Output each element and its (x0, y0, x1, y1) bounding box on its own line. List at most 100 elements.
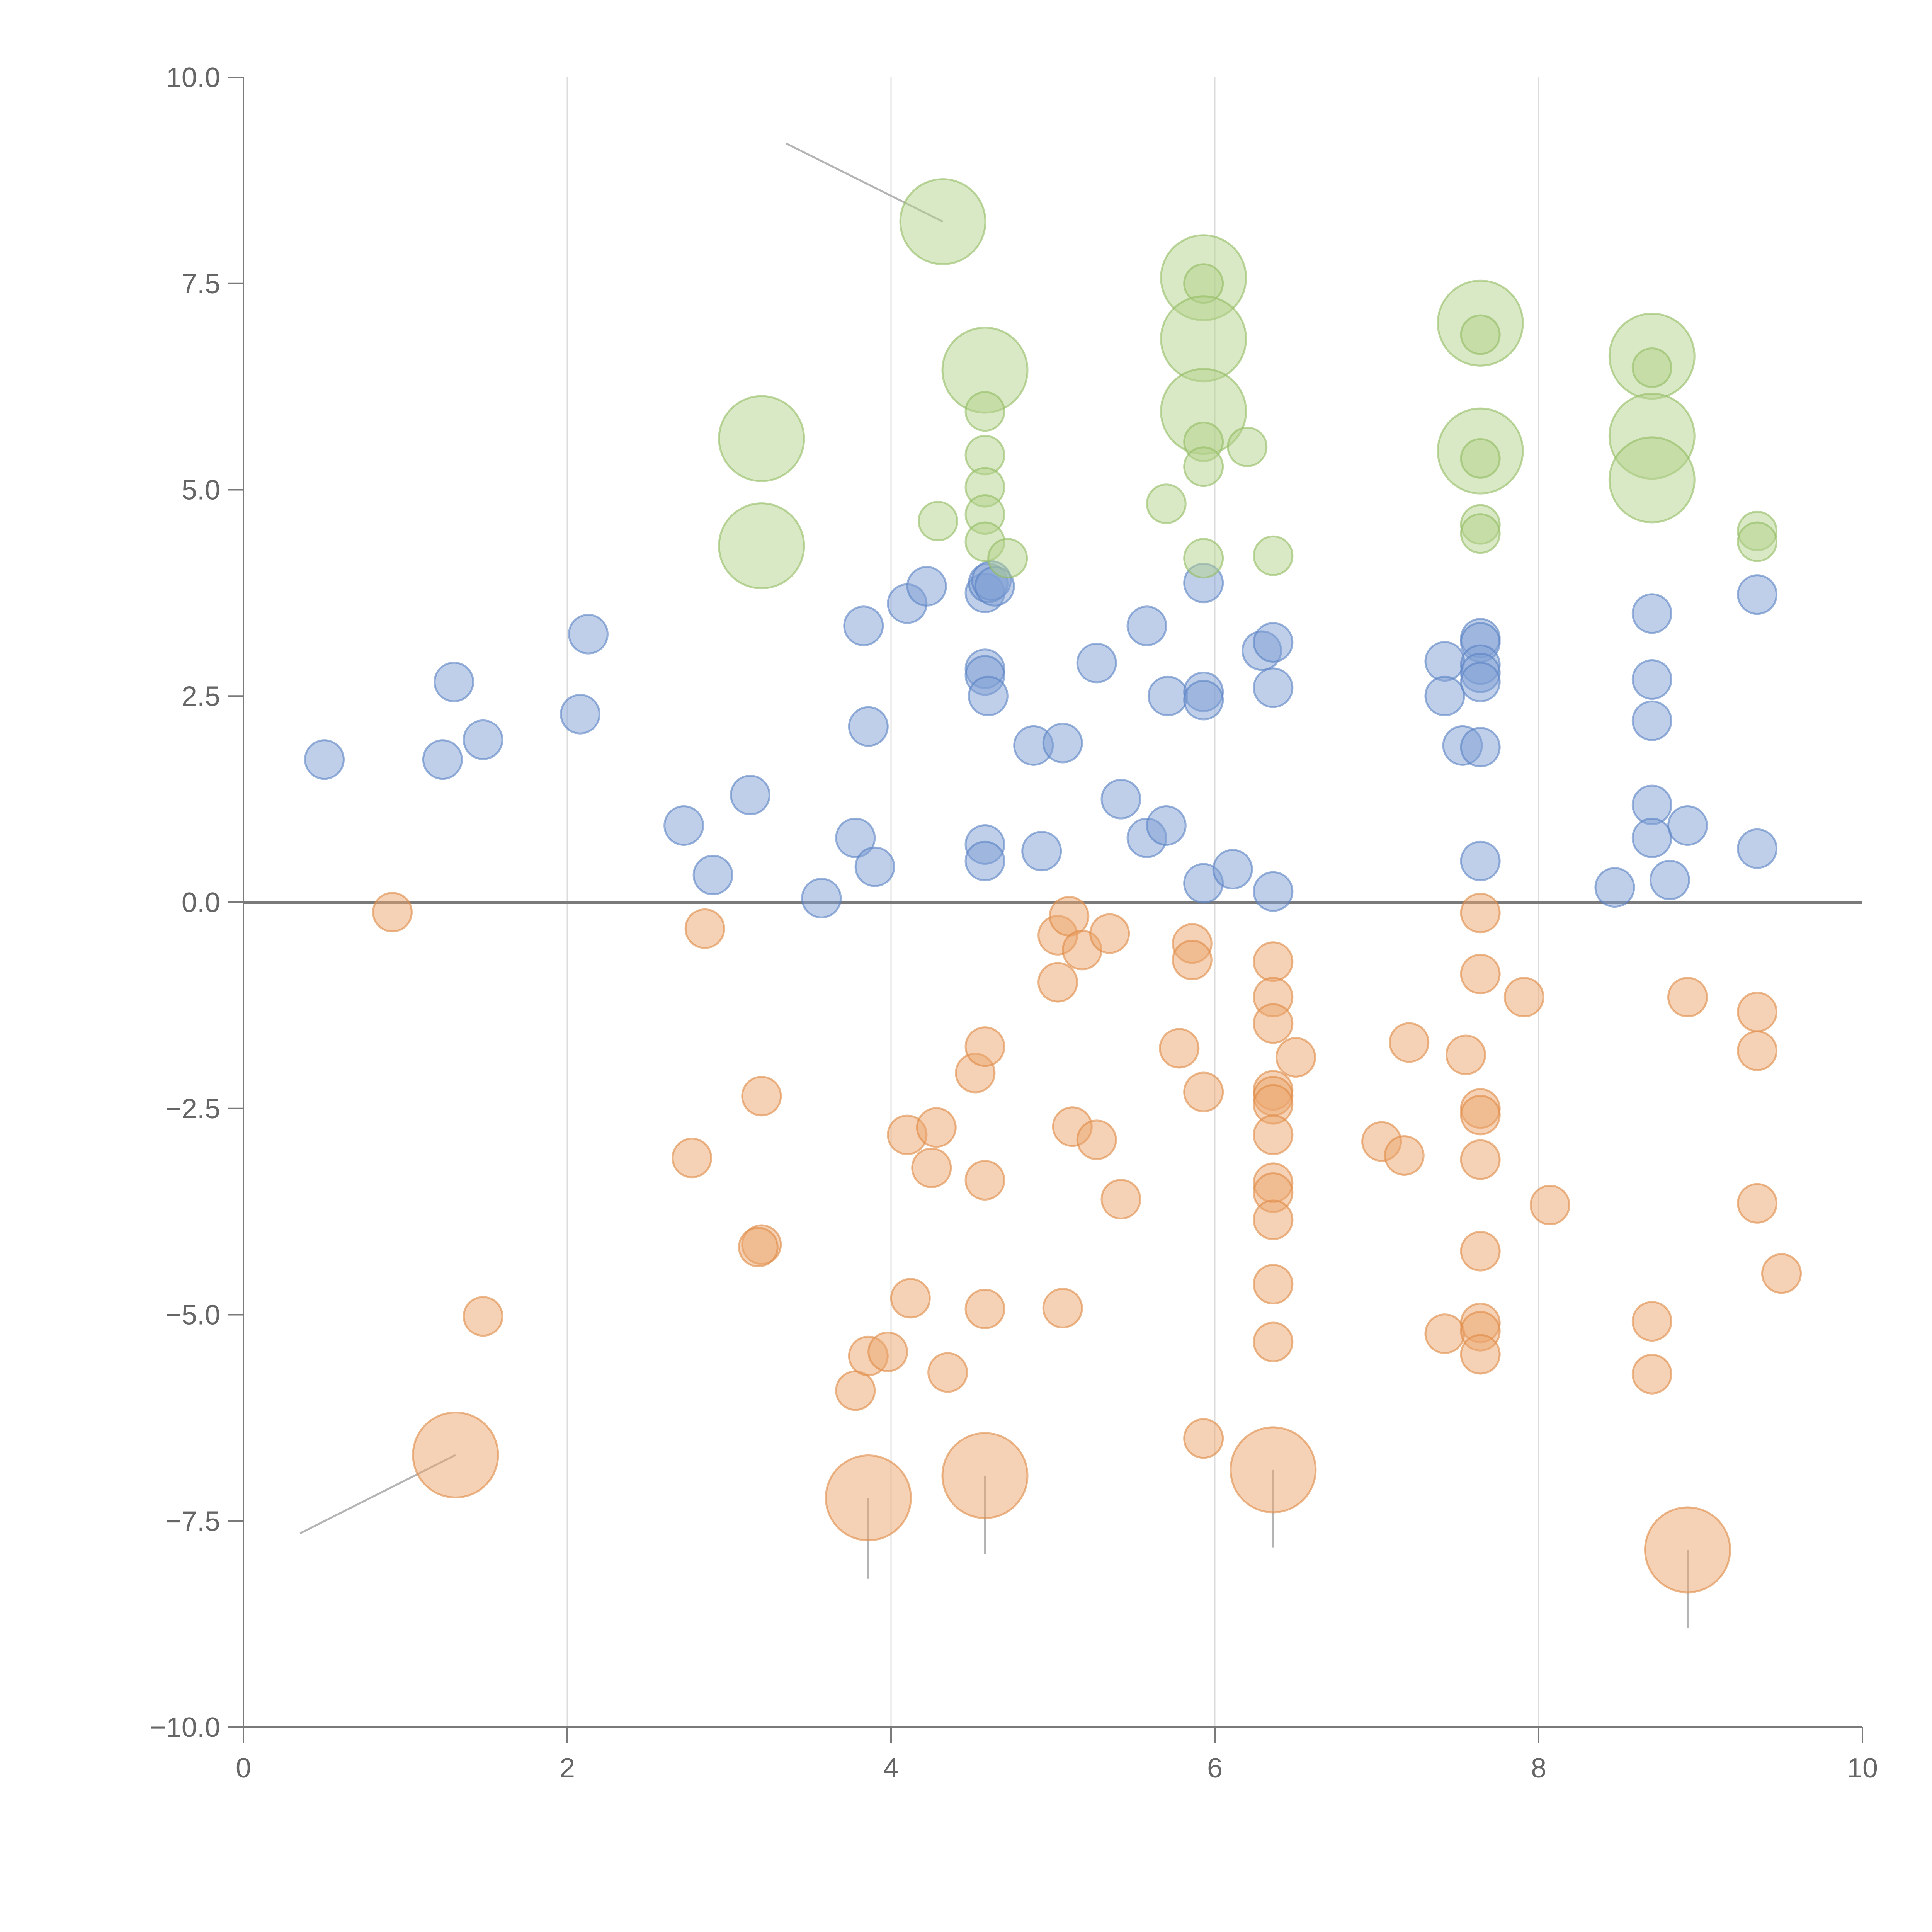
orange-point (412, 1411, 499, 1498)
blue-point (1667, 805, 1708, 846)
blue-point (1183, 680, 1224, 721)
blue-point (1737, 828, 1778, 869)
orange-point (1042, 1287, 1083, 1328)
green-point (899, 178, 986, 265)
orange-point (738, 1226, 779, 1267)
green-point (718, 395, 805, 482)
orange-point (1253, 1199, 1294, 1240)
orange-point (1631, 1301, 1672, 1342)
x-tick-label: 10 (1847, 1753, 1878, 1784)
y-tick-label: 2.5 (182, 681, 220, 712)
points-layer (304, 178, 1802, 1594)
orange-point (1183, 1071, 1224, 1112)
blue-point (463, 719, 503, 760)
orange-point (1667, 977, 1708, 1018)
orange-point (463, 1296, 503, 1337)
blue-point (1424, 641, 1465, 682)
orange-point (1445, 1034, 1486, 1075)
blue-point (843, 605, 884, 646)
orange-point (1253, 941, 1294, 982)
green-point (1183, 446, 1224, 487)
blue-point (1021, 831, 1062, 872)
green-point (1460, 314, 1501, 355)
blue-point (964, 840, 1005, 881)
orange-point (1089, 913, 1130, 954)
blue-point (1737, 574, 1778, 615)
orange-point (1460, 893, 1501, 934)
blue-point (801, 878, 842, 918)
blue-point (663, 805, 704, 846)
blue-point (1631, 593, 1672, 634)
orange-point (1159, 1028, 1200, 1069)
blue-point (422, 739, 463, 780)
blue-point (854, 846, 895, 887)
orange-point (1737, 1183, 1778, 1224)
blue-point (835, 817, 876, 858)
orange-point (1503, 977, 1544, 1018)
blue-point (1631, 700, 1672, 741)
blue-point (1253, 667, 1294, 708)
green-point (1737, 521, 1778, 562)
blue-point (1594, 867, 1635, 908)
orange-point (1737, 1030, 1778, 1071)
orange-point (1644, 1506, 1731, 1594)
orange-point (1460, 1231, 1501, 1272)
orange-point (1737, 992, 1778, 1032)
green-point (1146, 483, 1187, 524)
blue-point (1649, 859, 1690, 900)
y-tick-label: −5.0 (165, 1300, 220, 1331)
blue-point (1212, 849, 1253, 890)
x-tick-label: 2 (560, 1753, 575, 1784)
orange-point (372, 892, 413, 933)
orange-point (1100, 1179, 1141, 1220)
orange-point (1424, 1313, 1465, 1354)
y-tick-label: 0.0 (182, 887, 220, 918)
blue-point (1460, 662, 1501, 702)
green-point (918, 501, 959, 542)
green-point (718, 502, 805, 590)
orange-point (1253, 1003, 1294, 1044)
green-point (1460, 438, 1501, 479)
x-tick-label: 8 (1531, 1753, 1546, 1784)
green-point (987, 538, 1028, 579)
orange-point (964, 1026, 1005, 1067)
green-point (1227, 426, 1268, 467)
green-point (1631, 347, 1672, 388)
blue-point (1253, 622, 1294, 663)
y-tick-label: −7.5 (165, 1506, 220, 1537)
orange-point (1253, 1321, 1294, 1362)
orange-point (1529, 1185, 1570, 1226)
tick-labels-layer: 0 2 4 6 8 10 10.0 7.5 5.0 2.5 0.0 −2.5 −5.0 −7.5 −10.0 (150, 62, 1878, 1784)
green-point (1608, 436, 1696, 524)
blue-point (1042, 723, 1083, 764)
blue-point (1100, 779, 1141, 820)
green-point (964, 391, 1005, 432)
orange-point (1253, 1264, 1294, 1305)
orange-point (1049, 896, 1090, 937)
orange-point (1761, 1253, 1802, 1294)
blue-point (692, 855, 733, 896)
blue-point (848, 706, 889, 747)
blue-point (1631, 817, 1672, 858)
blue-point (1460, 727, 1501, 768)
orange-point (1276, 1037, 1316, 1078)
y-tick-label: −2.5 (165, 1094, 220, 1124)
orange-point (1037, 962, 1078, 1003)
blue-point (1146, 805, 1187, 846)
orange-point (890, 1278, 931, 1319)
blue-point (968, 675, 1009, 716)
y-tick-label: 5.0 (182, 475, 220, 506)
x-tick-label: 6 (1207, 1753, 1223, 1784)
y-tick-label: 7.5 (182, 269, 220, 299)
orange-point (825, 1454, 912, 1541)
orange-point (916, 1107, 957, 1148)
blue-point (906, 566, 947, 607)
green-point (1460, 513, 1501, 554)
blue-point (1253, 871, 1294, 912)
blue-point (1631, 659, 1672, 700)
orange-point (1460, 1334, 1501, 1375)
blue-point (304, 739, 345, 780)
y-tick-label: −10.0 (150, 1712, 220, 1743)
